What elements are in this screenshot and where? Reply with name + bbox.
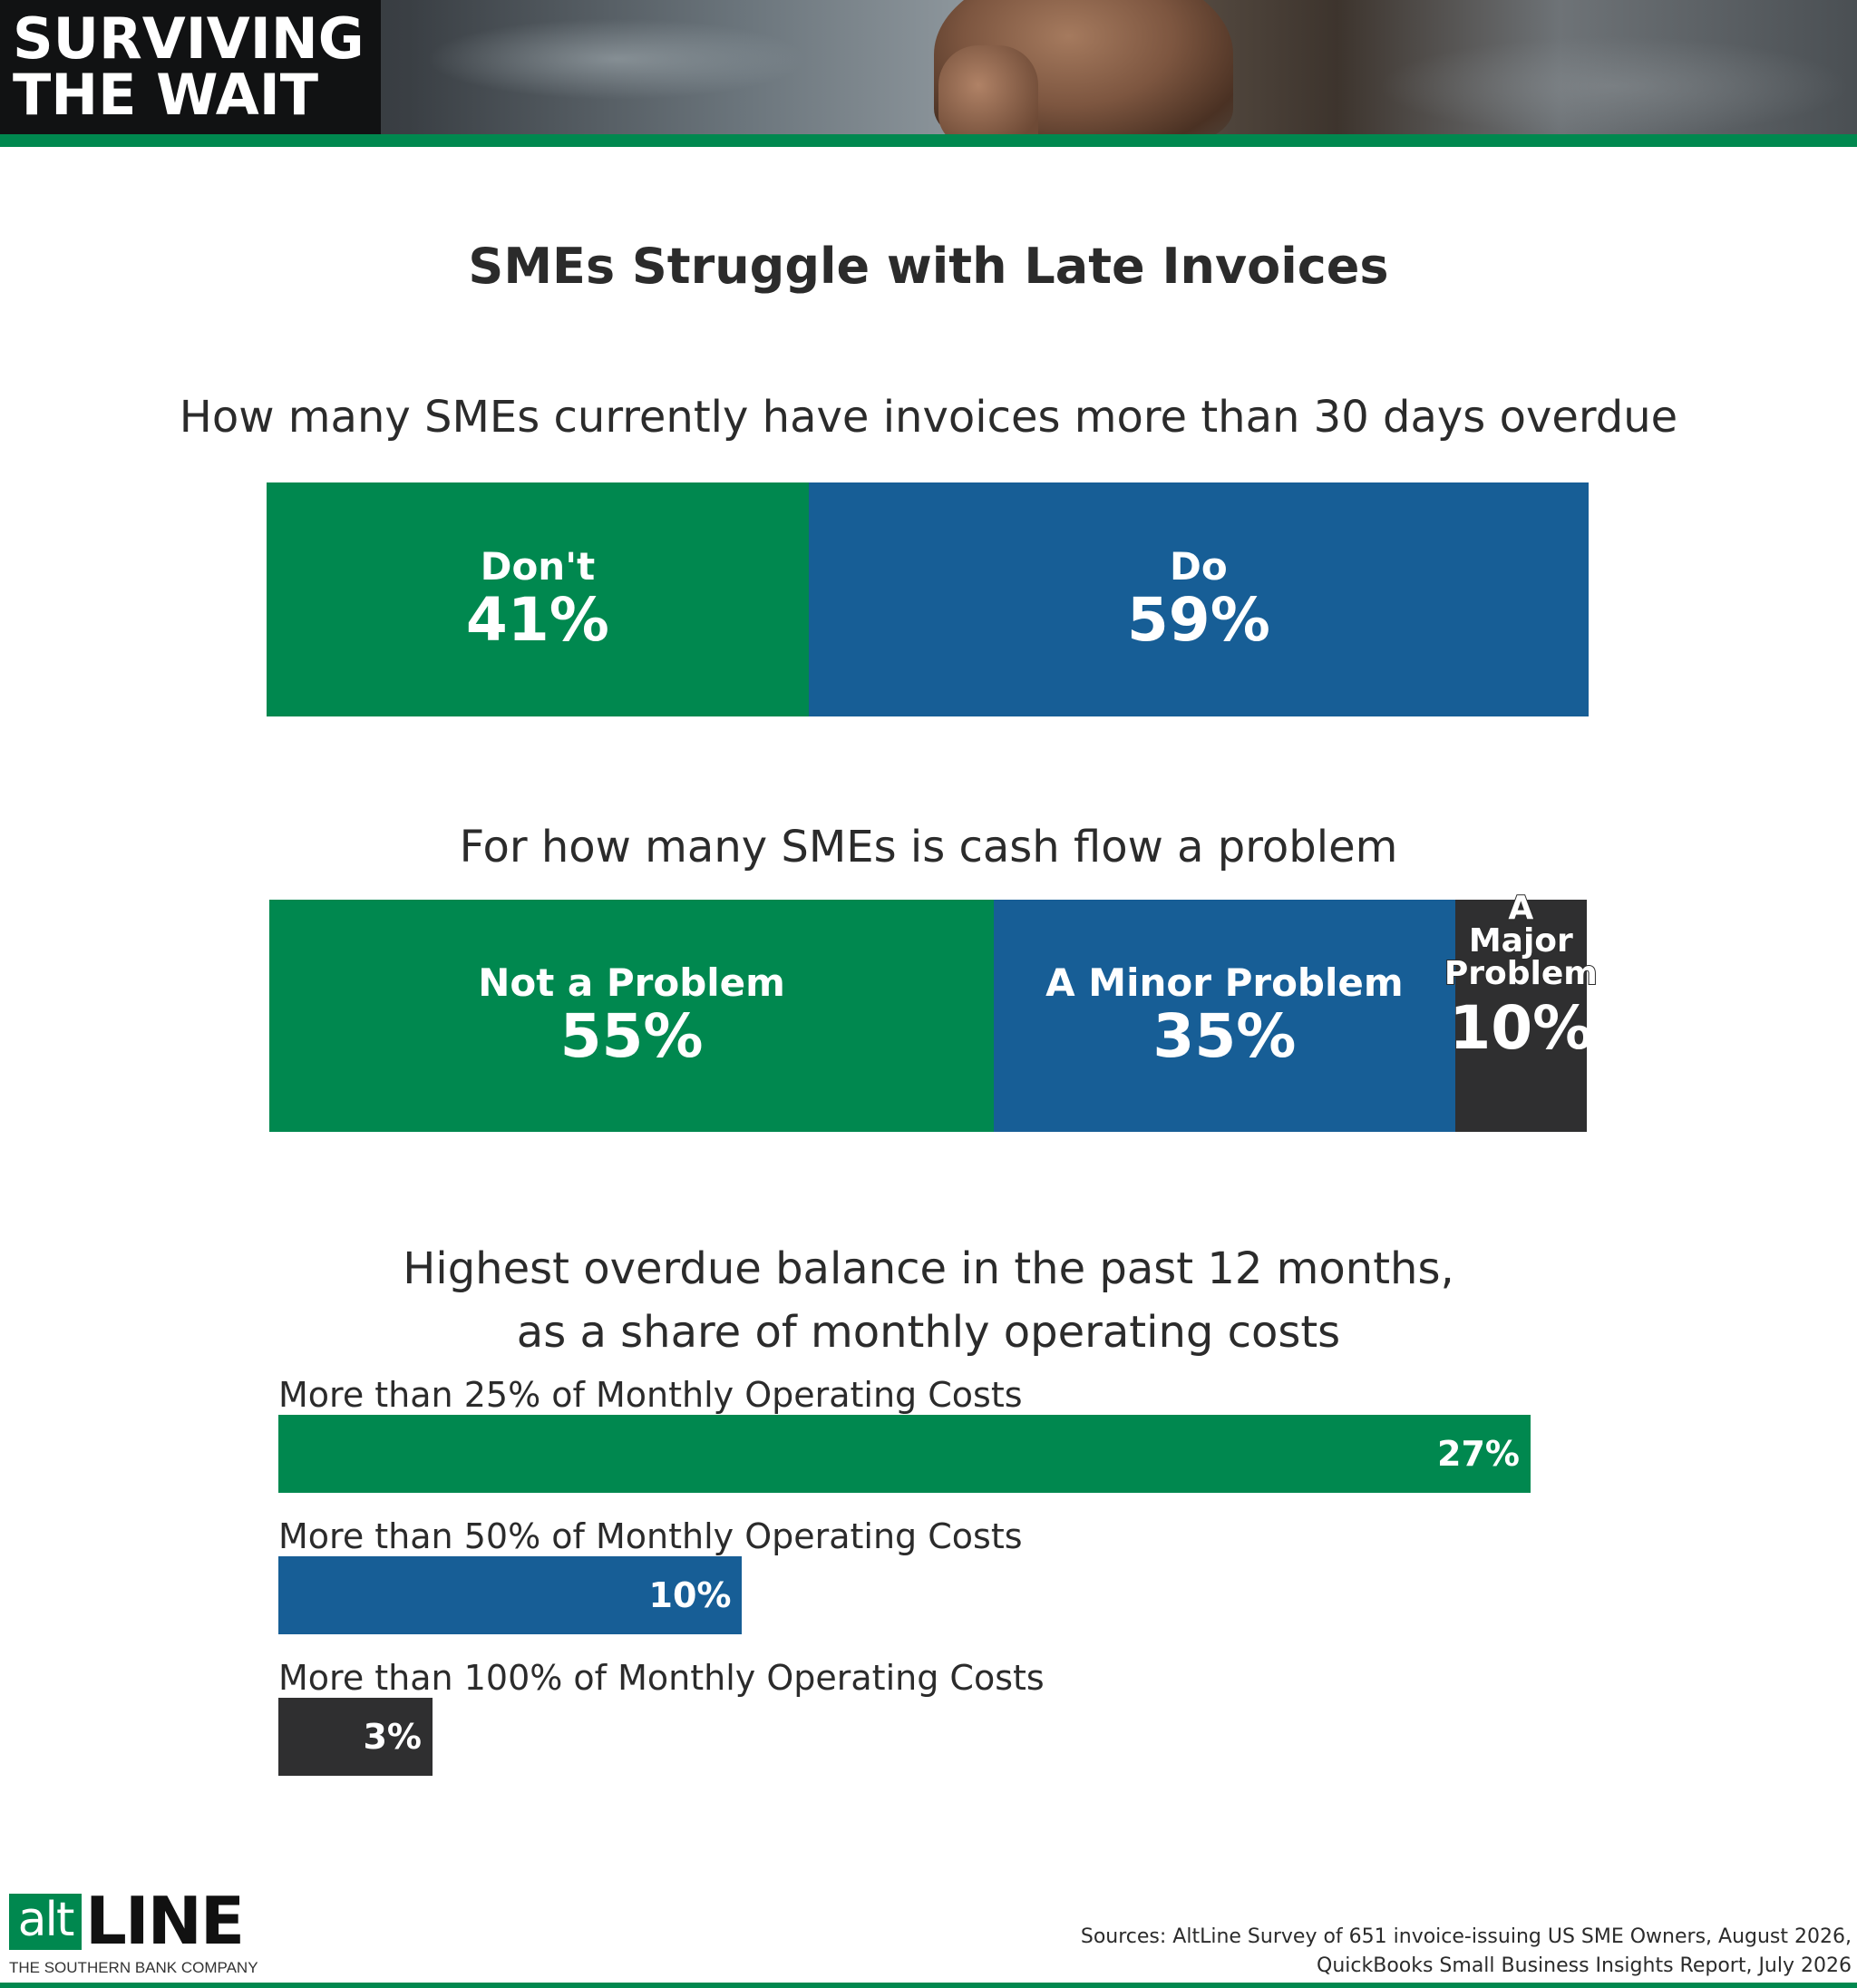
chart1-segment: Don't 41%: [267, 482, 809, 716]
chart3-bar: 10%: [278, 1556, 743, 1634]
chart2-segment: A Major Problem 10%: [1444, 892, 1599, 1132]
chart1-segment-label: Don't: [480, 544, 596, 589]
chart3-title-line2: as a share of monthly operating costs: [516, 1307, 1341, 1358]
banner-background-blur: [1378, 36, 1850, 134]
chart3-bar-value: 27%: [1437, 1434, 1520, 1474]
header-banner: SURVIVING THE WAIT: [0, 0, 1857, 134]
chart1-segment: Do 59%: [808, 482, 1589, 716]
banner-title-line1: SURVIVING: [13, 5, 365, 72]
chart1-segment-value: 59%: [1126, 585, 1270, 655]
chart2-title: For how many SMEs is cash flow a problem: [459, 822, 1398, 872]
banner-title-line2: THE WAIT: [13, 62, 319, 128]
chart1-segment-label: Do: [1170, 544, 1228, 589]
chart3-bar-value: 10%: [648, 1575, 732, 1615]
logo-alt-mark: alt: [9, 1894, 82, 1950]
altline-logo: alt LINE THE SOUTHERN BANK COMPANY: [9, 1886, 272, 1979]
chart3-bar: 3%: [278, 1698, 433, 1776]
chart2-segment-label: Problem: [1444, 955, 1599, 992]
chart3-title-line1: Highest overdue balance in the past 12 m…: [403, 1243, 1454, 1294]
banner-photo-hand: [938, 45, 1038, 134]
logo-line-text: LINE: [85, 1883, 245, 1959]
sources-line1: Sources: AltLine Survey of 651 invoice-i…: [1080, 1925, 1852, 1948]
chart2-segment-label: Not a Problem: [478, 960, 785, 1005]
chart1-segment-value: 41%: [465, 585, 609, 655]
chart2-segment: Not a Problem 55%: [269, 900, 995, 1132]
chart3-category-label: More than 100% of Monthly Operating Cost…: [278, 1658, 1045, 1698]
sources-note: Sources: AltLine Survey of 651 invoice-i…: [1081, 1923, 1852, 1981]
banner-title-backdrop: [0, 0, 381, 134]
chart2-segment-value: 10%: [1449, 993, 1593, 1063]
chart2-segment-label: A Minor Problem: [1045, 960, 1404, 1005]
banner-background-blur: [426, 18, 807, 100]
chart2-stacked-bar: Not a Problem 55% A Minor Problem 35% A Major…: [269, 892, 1599, 1132]
page-title: SMEs Struggle with Late Invoices: [468, 238, 1389, 295]
chart3-category-label: More than 50% of Monthly Operating Costs: [278, 1516, 1023, 1556]
footer-divider: [0, 1983, 1857, 1988]
chart1-title: How many SMEs currently have invoices mo…: [179, 392, 1678, 443]
sources-line2: QuickBooks Small Business Insights Repor…: [1317, 1954, 1852, 1977]
chart1-stacked-bar: Don't 41% Do 59%: [267, 482, 1589, 716]
chart2-segment-label: Major: [1468, 922, 1574, 960]
chart2-segment-value: 55%: [559, 1001, 704, 1071]
chart2-segment: A Minor Problem 35%: [994, 900, 1455, 1132]
logo-tagline: THE SOUTHERN BANK COMPANY: [9, 1959, 258, 1976]
chart3-bar-value: 3%: [363, 1717, 422, 1757]
chart2-segment-label: A: [1507, 890, 1534, 927]
chart3-title: Highest overdue balance in the past 12 m…: [0, 1237, 1857, 1364]
chart3-bar: 27%: [278, 1415, 1531, 1493]
chart3-category-label: More than 25% of Monthly Operating Costs: [278, 1375, 1023, 1415]
banner-title: SURVIVING THE WAIT: [13, 11, 365, 123]
chart2-segment-value: 35%: [1152, 1001, 1297, 1071]
header-divider: [0, 134, 1857, 147]
